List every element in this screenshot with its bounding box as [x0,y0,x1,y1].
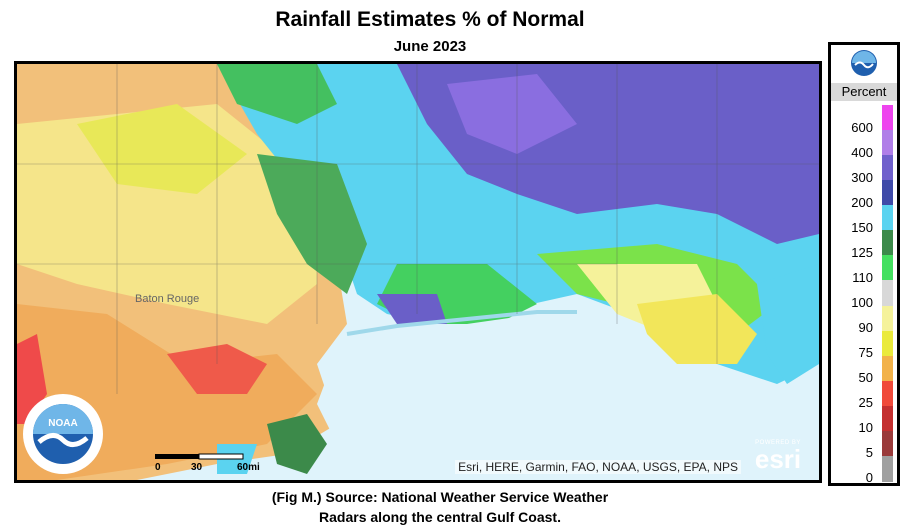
legend-swatch-150 [882,205,893,232]
legend-swatch-25 [882,380,893,407]
legend-swatch-75 [882,330,893,357]
legend-label-50: 50 [858,370,873,386]
legend-swatch-400 [882,130,893,157]
legend-swatch-110 [882,255,893,282]
legend-label-110: 110 [852,269,873,285]
svg-text:NOAA: NOAA [48,418,77,429]
legend-label-25: 25 [858,395,873,411]
map-subtitle: June 2023 [393,38,467,55]
legend-swatch-200 [882,180,893,207]
legend-swatch-300 [882,155,893,182]
legend-swatch-5 [882,430,893,457]
scale-label-0: 0 [155,462,161,473]
place-label-baton-rouge: Baton Rouge [135,293,199,305]
legend-swatch-10 [882,405,893,432]
legend-swatch-50 [882,355,893,382]
caption-line-2: Radars along the central Gulf Coast. [319,509,561,525]
legend-label-150: 150 [851,219,873,235]
map-title: Rainfall Estimates % of Normal [275,8,585,31]
legend-label-100: 100 [851,295,873,310]
legend-swatch-125 [882,230,893,257]
legend-label-400: 400 [851,144,873,160]
caption-line-1: (Fig M.) Source: National Weather Servic… [271,489,609,505]
esri-powered-by: POWERED BY [755,440,801,446]
legend-swatch-600 [882,105,893,131]
rainfall-map[interactable]: Baton Rouge NOAA 0 30 60mi Esri, HERE, G… [14,61,822,483]
legend-swatch-0 [882,455,893,482]
figure-caption: (Fig M.) Source: National Weather Servic… [0,487,880,527]
legend-header: Percent [831,83,897,101]
scale-label-60: 60mi [237,462,260,473]
scale-bar: 0 30 60mi [151,452,269,474]
esri-logo[interactable]: POWERED BY esri [747,440,809,476]
scale-label-30: 30 [191,462,203,473]
legend-label-10: 10 [858,420,873,436]
esri-wordmark: esri [754,444,802,474]
legend-label-75: 75 [858,345,873,361]
legend-swatch-90 [882,305,893,332]
map-attribution[interactable]: Esri, HERE, Garmin, FAO, NOAA, USGS, EPA… [455,460,741,474]
legend-label-125: 125 [851,244,873,260]
legend-swatch-100 [882,280,893,307]
legend-label-5: 5 [865,445,873,461]
rainfall-raster: Baton Rouge [17,64,819,480]
noaa-seal-icon: NOAA [21,392,105,476]
legend-label-200: 200 [851,194,873,210]
legend-label-90: 90 [858,320,873,336]
legend-label-0: 0 [865,470,873,486]
noaa-logo-icon [850,49,878,77]
legend-label-600: 600 [851,119,873,135]
legend-panel: Percent 600 400 300 200 150 125 110 100 90 75 50 25… [828,42,900,486]
legend-label-300: 300 [851,169,873,185]
legend-color-bar [882,105,893,482]
